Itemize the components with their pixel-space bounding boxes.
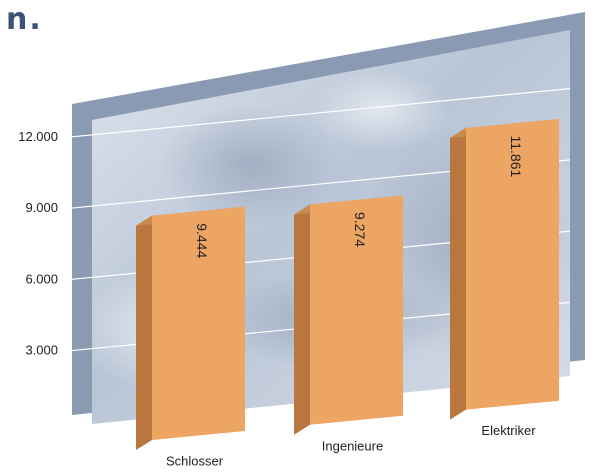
- y-axis-ticks: 3.000 6.000 9.000 12.000: [18, 129, 58, 358]
- y-tick-label: 6.000: [25, 271, 58, 286]
- category-label: Schlosser: [166, 454, 224, 469]
- bar-front: [152, 206, 245, 441]
- bar-value-label: 9.444: [194, 223, 210, 258]
- bar-ingenieure: 9.274: [294, 195, 403, 435]
- y-tick-label: 3.000: [25, 343, 58, 358]
- bar-side: [450, 127, 466, 420]
- category-label: Ingenieure: [322, 438, 383, 453]
- y-tick-label: 9.000: [25, 200, 58, 215]
- bar-side: [294, 204, 310, 435]
- gridline: [71, 88, 571, 138]
- bar-elektriker: 11.861: [450, 118, 559, 420]
- title-fragment: n.: [6, 2, 43, 37]
- bar-front: [310, 195, 403, 425]
- bar-side: [136, 215, 152, 451]
- bars: 9.444 9.274 11.861: [136, 118, 559, 451]
- bar-front: [466, 118, 559, 410]
- bar-value-label: 9.274: [352, 212, 368, 247]
- bar-schlosser: 9.444: [136, 206, 245, 451]
- category-label: Elektriker: [481, 423, 536, 438]
- y-tick-label: 12.000: [18, 129, 58, 144]
- bar-value-label: 11.861: [508, 135, 524, 177]
- category-labels: Schlosser Ingenieure Elektriker: [166, 423, 536, 468]
